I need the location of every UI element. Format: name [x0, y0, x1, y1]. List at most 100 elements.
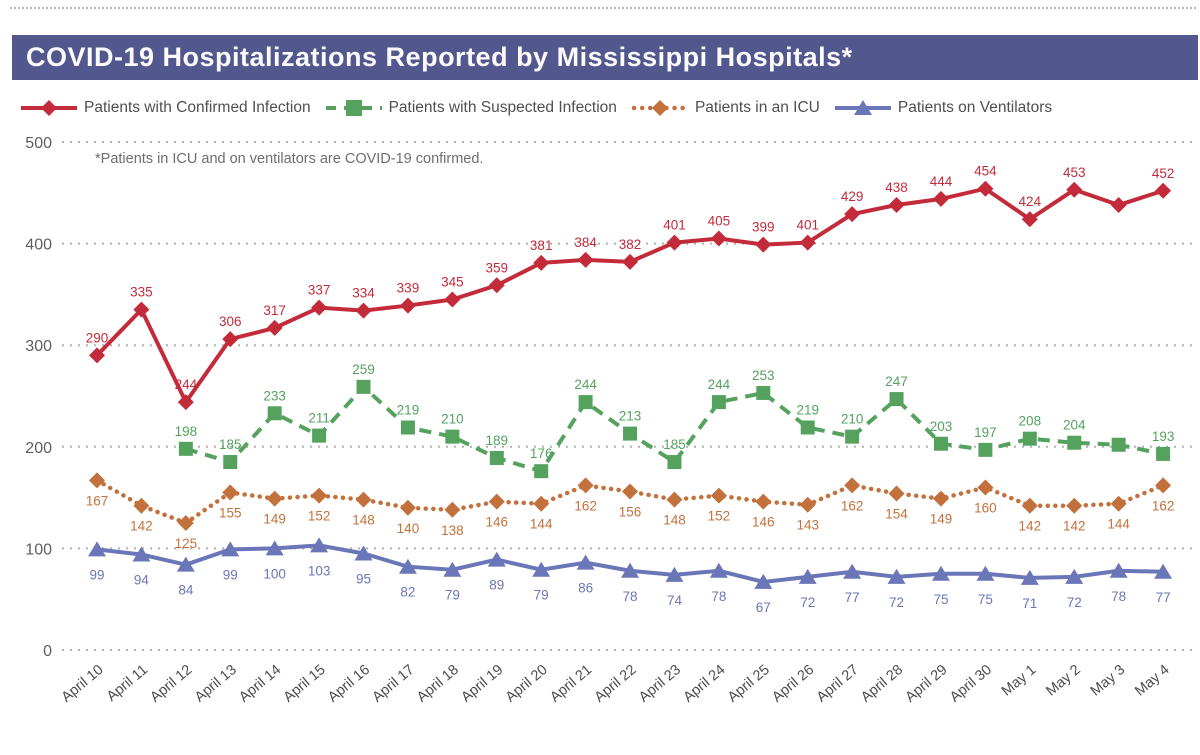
svg-text:167: 167	[86, 493, 109, 508]
svg-text:152: 152	[708, 509, 731, 524]
svg-text:185: 185	[663, 437, 686, 452]
svg-text:345: 345	[441, 274, 464, 289]
svg-text:452: 452	[1152, 166, 1175, 181]
svg-text:156: 156	[619, 505, 642, 520]
series-patients-with-suspected-infection: 198 185 233 211 259 219 210 189 176 244 213 185 244 2…	[175, 362, 1174, 479]
svg-text:April 19: April 19	[458, 662, 506, 706]
legend-label-ventilators: Patients on Ventilators	[897, 99, 1053, 116]
svg-text:148: 148	[352, 513, 375, 528]
svg-text:140: 140	[397, 521, 420, 536]
svg-text:0: 0	[43, 643, 52, 660]
svg-text:203: 203	[930, 419, 953, 434]
svg-text:244: 244	[708, 377, 731, 392]
svg-text:125: 125	[175, 536, 198, 551]
svg-text:April 10: April 10	[59, 662, 107, 706]
svg-text:339: 339	[397, 281, 420, 296]
svg-text:198: 198	[175, 424, 198, 439]
svg-text:142: 142	[1063, 519, 1086, 534]
svg-text:April 24: April 24	[680, 662, 728, 706]
svg-text:143: 143	[796, 518, 819, 533]
series-patients-on-ventilators: 99 94 84 99 100 103 95 82 79 89 79 86 78 74 78 67 72 77 72…	[88, 537, 1173, 615]
svg-text:April 13: April 13	[192, 662, 240, 706]
svg-text:April 22: April 22	[592, 662, 640, 706]
svg-text:444: 444	[930, 174, 953, 189]
svg-text:401: 401	[663, 218, 686, 233]
confirmed-line-diamond-icon	[21, 100, 77, 116]
svg-text:152: 152	[308, 509, 331, 524]
svg-text:244: 244	[574, 377, 597, 392]
svg-text:424: 424	[1019, 194, 1042, 209]
svg-text:401: 401	[796, 218, 819, 233]
svg-text:April 17: April 17	[370, 662, 418, 706]
series-patients-in-an-icu: 167 142 125 155 149 152 148 140 138 146 144 162 156 1…	[86, 472, 1175, 551]
suspected-dash-square-icon	[325, 100, 382, 116]
svg-text:211: 211	[308, 411, 330, 426]
svg-text:May 4: May 4	[1132, 662, 1173, 700]
svg-text:405: 405	[708, 214, 731, 229]
svg-text:334: 334	[352, 286, 375, 301]
legend-item-ventilators: Patients on Ventilators	[834, 99, 1052, 117]
svg-text:72: 72	[889, 595, 904, 610]
legend-item-icu: Patients in an ICU	[631, 99, 820, 117]
svg-text:384: 384	[574, 235, 597, 250]
svg-text:May 2: May 2	[1043, 662, 1084, 700]
svg-text:290: 290	[86, 330, 109, 345]
svg-text:208: 208	[1019, 414, 1042, 429]
svg-text:April 30: April 30	[947, 662, 995, 706]
legend-item-suspected: Patients with Suspected Infection	[325, 99, 617, 117]
svg-text:400: 400	[25, 237, 52, 254]
svg-text:162: 162	[841, 498, 864, 513]
svg-text:79: 79	[534, 588, 549, 603]
svg-text:359: 359	[486, 260, 509, 275]
svg-text:500: 500	[25, 135, 52, 152]
svg-text:259: 259	[352, 362, 375, 377]
svg-text:317: 317	[263, 303, 286, 318]
svg-text:204: 204	[1063, 418, 1086, 433]
svg-text:71: 71	[1022, 596, 1037, 611]
svg-text:176: 176	[530, 446, 553, 461]
svg-text:210: 210	[841, 412, 864, 427]
svg-text:77: 77	[1156, 590, 1171, 605]
svg-text:77: 77	[845, 590, 860, 605]
gridlines	[62, 141, 1196, 651]
svg-text:75: 75	[978, 592, 993, 607]
icu-dotted-diamond-icon	[631, 100, 689, 116]
svg-text:162: 162	[1152, 498, 1175, 513]
svg-text:144: 144	[1107, 517, 1130, 532]
svg-text:103: 103	[308, 563, 331, 578]
svg-text:April 14: April 14	[236, 662, 284, 706]
chart-annotation: *Patients in ICU and on ventilators are …	[95, 151, 483, 167]
svg-text:146: 146	[752, 515, 775, 530]
svg-text:138: 138	[441, 523, 464, 538]
svg-text:146: 146	[486, 515, 509, 530]
svg-text:213: 213	[619, 409, 642, 424]
svg-text:April 20: April 20	[503, 662, 551, 706]
svg-text:May 1: May 1	[999, 662, 1040, 700]
svg-text:189: 189	[486, 433, 509, 448]
svg-text:100: 100	[263, 566, 286, 581]
svg-text:April 28: April 28	[858, 662, 906, 706]
svg-text:April 18: April 18	[414, 662, 462, 706]
svg-text:April 29: April 29	[903, 662, 951, 706]
legend-label-suspected: Patients with Suspected Infection	[388, 99, 617, 116]
svg-text:144: 144	[530, 517, 553, 532]
svg-text:300: 300	[25, 338, 52, 355]
ventilators-line-triangle-icon	[834, 100, 891, 115]
svg-text:233: 233	[263, 388, 286, 403]
svg-text:94: 94	[134, 572, 150, 587]
svg-text:99: 99	[89, 567, 104, 582]
svg-text:72: 72	[1067, 595, 1082, 610]
svg-text:219: 219	[796, 402, 819, 417]
chart-area: 0 100 200 300 400 500 *Patients in ICU and on …	[0, 130, 1200, 750]
title-banner: COVID-19 Hospitalizations Reported by Mi…	[12, 35, 1198, 80]
svg-text:155: 155	[219, 506, 242, 521]
svg-text:453: 453	[1063, 165, 1086, 180]
svg-text:454: 454	[974, 164, 997, 179]
svg-text:244: 244	[175, 377, 198, 392]
svg-text:306: 306	[219, 314, 242, 329]
svg-text:April 11: April 11	[104, 662, 151, 705]
svg-text:67: 67	[756, 600, 771, 615]
chart-svg: 0 100 200 300 400 500 *Patients in ICU and on …	[25, 135, 1196, 706]
svg-text:200: 200	[25, 440, 52, 457]
svg-text:89: 89	[489, 578, 504, 593]
